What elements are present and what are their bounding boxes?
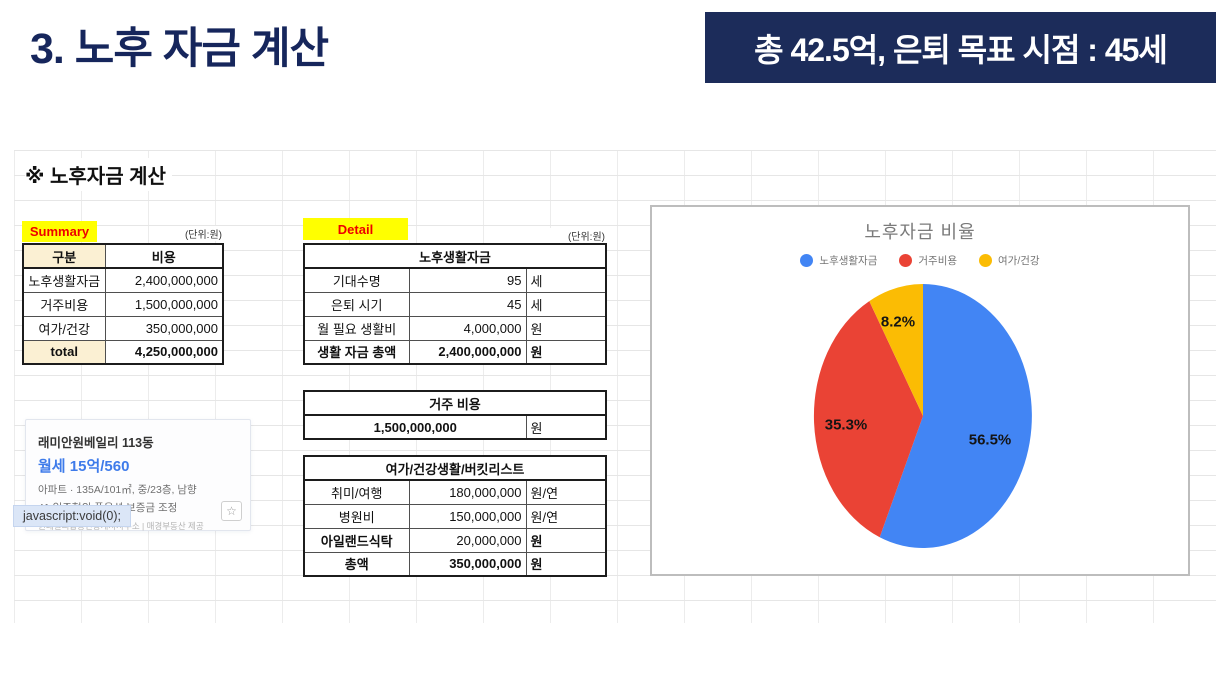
listing-price: 월세 15억/560 [38, 458, 130, 475]
legend-label: 여가/건강 [998, 255, 1040, 267]
detail-row-label: 생활 자금 총액 [303, 339, 410, 365]
legend-dot-icon [979, 254, 993, 267]
legend-item: 여가/건강 [979, 253, 1040, 268]
summary-row-label: 여가/건강 [22, 315, 106, 341]
summary-unit-note: (단위:원) [158, 226, 222, 241]
summary-banner: 총 42.5억, 은퇴 목표 시점 : 45세 [705, 12, 1216, 83]
star-icon[interactable]: ☆ [221, 501, 242, 521]
sheet-section-title: ※ 노후자금 계산 [25, 158, 172, 191]
detail-row-unit: 원 [525, 527, 607, 553]
detail-total-value: 350,000,000 [408, 551, 527, 577]
legend-label: 거주비용 [918, 255, 958, 267]
pie-chart [813, 284, 1032, 548]
table-row: total 4,250,000,000 [22, 339, 224, 365]
slice-label-leisure: 8.2% [880, 313, 916, 331]
table-row: 노후생활자금 2,400,000,000 [22, 267, 224, 293]
table-row: 1,500,000,000 원 [303, 414, 607, 440]
detail-row-unit: 원 [525, 315, 607, 341]
table-row: 구분 비용 [22, 243, 224, 269]
chart-title: 노후자금 비율 [864, 222, 976, 242]
listing-name: 래미안원베일리 113동 [38, 436, 154, 450]
summary-row-label: 노후생활자금 [22, 267, 106, 293]
table-row: 거주 비용 [303, 390, 607, 416]
detail-row-label: 취미/여행 [303, 479, 410, 505]
legend-label: 노후생활자금 [819, 255, 878, 267]
listing-spec: 아파트 · 135A/101㎡, 중/23층, 남향 [38, 484, 197, 496]
detail-row-label: 병원비 [303, 503, 410, 529]
summary-banner-text: 총 42.5억, 은퇴 목표 시점 : 45세 [754, 31, 1168, 68]
table-row: 은퇴 시기 45 세 [303, 291, 607, 317]
slice-label-life: 56.5% [968, 431, 1012, 449]
detail-total-label: 총액 [303, 551, 410, 577]
detail-row-value: 180,000,000 [408, 479, 527, 505]
detail-housing-header: 거주 비용 [303, 390, 607, 416]
detail-total-unit: 원 [525, 551, 607, 577]
summary-header-col2: 비용 [104, 243, 224, 269]
detail-housing-unit: 원 [525, 414, 607, 440]
pie-slice-housing [813, 301, 923, 538]
table-row: 아일랜드식탁 20,000,000 원 [303, 527, 607, 553]
detail-row-label: 아일랜드식탁 [303, 527, 410, 553]
summary-row-label: 거주비용 [22, 291, 106, 317]
detail-life-header: 노후생활자금 [303, 243, 607, 269]
summary-tag: Summary [22, 221, 97, 242]
chart-legend: 노후생활자금 거주비용 여가/건강 [652, 253, 1188, 268]
legend-item: 거주비용 [899, 253, 957, 268]
detail-housing-value: 1,500,000,000 [303, 414, 527, 440]
detail-row-value: 95 [408, 267, 527, 293]
table-row: 총액 350,000,000 원 [303, 551, 607, 577]
table-row: 거주비용 1,500,000,000 [22, 291, 224, 317]
table-row: 기대수명 95 세 [303, 267, 607, 293]
legend-item: 노후생활자금 [800, 253, 877, 268]
detail-leisure-header: 여가/건강생활/버킷리스트 [303, 455, 607, 481]
table-row: 노후생활자금 [303, 243, 607, 269]
detail-row-unit: 세 [525, 267, 607, 293]
summary-total-label: total [22, 339, 106, 365]
table-row: 병원비 150,000,000 원/연 [303, 503, 607, 529]
detail-row-unit: 원/연 [525, 479, 607, 505]
detail-row-unit: 원 [525, 339, 607, 365]
summary-row-value: 1,500,000,000 [104, 291, 224, 317]
table-row: 생활 자금 총액 2,400,000,000 원 [303, 339, 607, 365]
detail-row-label: 은퇴 시기 [303, 291, 410, 317]
pie-slice-leisure [869, 284, 923, 416]
detail-row-unit: 세 [525, 291, 607, 317]
summary-row-value: 350,000,000 [104, 315, 224, 341]
detail-row-label: 월 필요 생활비 [303, 315, 410, 341]
slice-label-housing: 35.3% [824, 416, 868, 434]
summary-total-value: 4,250,000,000 [104, 339, 224, 365]
table-row: 여가/건강 350,000,000 [22, 315, 224, 341]
detail-leisure-table: 여가/건강생활/버킷리스트 취미/여행 180,000,000 원/연 병원비 … [303, 455, 608, 577]
legend-dot-icon [800, 254, 814, 267]
detail-row-value: 2,400,000,000 [408, 339, 527, 365]
detail-row-unit: 원/연 [525, 503, 607, 529]
detail-row-value: 150,000,000 [408, 503, 527, 529]
summary-header-col1: 구분 [22, 243, 106, 269]
detail-row-label: 기대수명 [303, 267, 410, 293]
table-row: 취미/여행 180,000,000 원/연 [303, 479, 607, 505]
detail-row-value: 4,000,000 [408, 315, 527, 341]
detail-row-value: 20,000,000 [408, 527, 527, 553]
pie-chart-container: 노후자금 비율 노후생활자금 거주비용 여가/건강 56.5% 35.3% 8.… [650, 205, 1190, 576]
legend-dot-icon [899, 254, 913, 267]
detail-life-table: 노후생활자금 기대수명 95 세 은퇴 시기 45 세 월 필요 생활비 4,0… [303, 243, 608, 365]
detail-tag: Detail [303, 218, 408, 240]
page-title: 3. 노후 자금 계산 [30, 25, 329, 73]
detail-housing-table: 거주 비용 1,500,000,000 원 [303, 390, 608, 440]
table-row: 월 필요 생활비 4,000,000 원 [303, 315, 607, 341]
link-status-tooltip: javascript:void(0); [13, 505, 131, 527]
table-row: 여가/건강생활/버킷리스트 [303, 455, 607, 481]
detail-row-value: 45 [408, 291, 527, 317]
summary-row-value: 2,400,000,000 [104, 267, 224, 293]
pie-slice-life [879, 284, 1032, 548]
detail-unit-note: (단위:원) [541, 228, 605, 243]
summary-table: 구분 비용 노후생활자금 2,400,000,000 거주비용 1,500,00… [22, 243, 224, 365]
